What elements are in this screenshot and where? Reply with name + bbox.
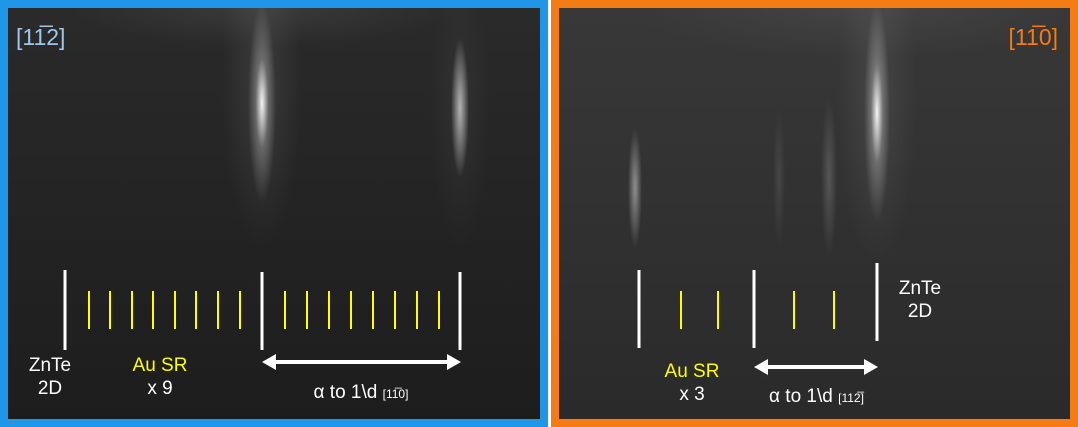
arrow-label: α to 1\d [11̅0] bbox=[313, 382, 409, 403]
line-markers-right bbox=[637, 263, 879, 375]
line-markers-left bbox=[63, 270, 462, 370]
arrow-label-subscript: [11̅0] bbox=[382, 387, 409, 401]
au-sr-label: Au SR bbox=[132, 355, 188, 376]
multiplicity-label: x 9 bbox=[147, 378, 173, 399]
znte-2d-label: ZnTe 2D bbox=[28, 355, 72, 399]
arrow-label: α to 1\d [112̅] bbox=[769, 386, 864, 407]
orientation-label-right: [11̅0] bbox=[1008, 24, 1058, 50]
multiplicity-label: x 3 bbox=[679, 384, 705, 405]
orientation-label-left: [11̅2] bbox=[16, 24, 66, 50]
rheed-panel-right: [11̅0] ZnTe 2D Au SR x 3 α to 1\d [112̅] bbox=[551, 0, 1078, 427]
double-arrow bbox=[262, 354, 461, 370]
rheed-panel-left: [11̅2] ZnTe 2D Au SR x 9 α to 1\d [11̅0] bbox=[0, 0, 548, 427]
rheed-pattern-left bbox=[8, 8, 540, 419]
au-sr-label: Au SR bbox=[664, 361, 720, 382]
znte-2d-label: ZnTe 2D bbox=[898, 278, 942, 322]
double-arrow bbox=[754, 359, 878, 375]
arrow-label-subscript: [112̅] bbox=[838, 391, 864, 405]
rheed-pattern-right bbox=[559, 8, 1070, 419]
